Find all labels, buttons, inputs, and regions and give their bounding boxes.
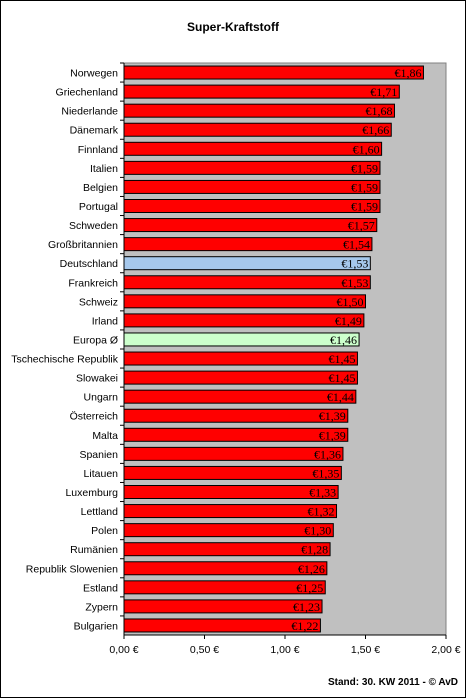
value-label: €1,60 [353,142,380,156]
value-label: €1,25 [296,581,323,595]
value-label: €1,44 [327,390,354,404]
bar [123,294,366,309]
bar [123,65,424,80]
value-label: €1,50 [337,295,364,309]
value-label: €1,39 [319,409,346,423]
value-label: €1,36 [314,447,341,461]
bar [123,351,358,366]
bar [123,465,342,480]
value-label: €1,45 [328,371,355,385]
category-label: Griechenland [56,87,119,99]
bar [123,580,326,595]
value-label: €1,22 [291,619,318,633]
value-label: €1,39 [319,428,346,442]
value-label: €1,54 [343,238,370,252]
bar [123,313,365,328]
category-label: Lettland [81,506,119,518]
category-label: Niederlande [61,106,118,118]
category-label: Rumänien [70,544,118,556]
category-label: Norwegen [70,68,118,80]
category-label: Litauen [84,468,119,480]
bar [123,504,338,519]
value-label: €1,49 [335,314,362,328]
bar [123,84,400,99]
category-label: Europa Ø [73,334,118,346]
bar [123,370,358,385]
category-label: Bulgarien [74,620,119,632]
category-label: Ungarn [84,392,119,404]
value-label: €1,59 [351,161,378,175]
bar [123,561,328,576]
category-label: Zypern [85,601,118,613]
category-label: Luxemburg [65,487,118,499]
value-label: €1,26 [298,562,325,576]
category-label: Finnland [78,144,118,156]
bar [123,542,331,557]
x-tick-label: 0,50 € [190,644,219,656]
bar [123,103,395,118]
value-label: €1,59 [351,200,378,214]
value-label: €1,32 [308,505,335,519]
bar [123,141,383,156]
bar [123,218,378,233]
category-label: Italien [90,163,118,175]
value-label: €1,59 [351,180,378,194]
value-label: €1,33 [309,486,336,500]
category-label: Spanien [79,449,118,461]
value-label: €1,30 [304,524,331,538]
bar [123,237,373,252]
plot-area [123,62,447,636]
value-label: €1,68 [365,104,392,118]
bar [123,332,360,347]
bar [123,256,371,271]
bar [123,179,381,194]
bar [123,485,339,499]
bar [123,199,381,213]
bar [123,160,381,175]
x-tick-label: 0,00 € [109,644,138,656]
bar [123,523,334,538]
x-tick-label: 1,50 € [351,644,380,656]
value-label: €1,53 [341,276,368,290]
category-label: Slowakei [76,373,118,385]
bar [123,389,357,404]
category-label: Belgien [83,182,118,194]
value-label: €1,28 [301,543,328,557]
value-label: €1,46 [330,333,357,347]
footer-note: Stand: 30. KW 2011 - © AvD [328,677,458,688]
value-label: €1,23 [293,600,320,614]
category-label: Deutschland [60,258,119,270]
bar [123,408,349,423]
category-label: Polen [91,525,118,537]
value-label: €1,57 [348,219,375,233]
bar [123,446,344,461]
category-label: Malta [92,430,118,442]
value-label: €1,71 [370,85,397,99]
category-label: Frankreich [68,277,118,289]
value-label: €1,45 [328,352,355,366]
value-label: €1,66 [362,123,389,137]
category-label: Republik Slowenien [26,563,118,575]
value-label: €1,35 [312,466,339,480]
chart-title: Super-Kraftstoff [187,20,279,34]
category-label: Tschechische Republik [11,354,119,366]
category-label: Schweiz [79,296,118,308]
category-label: Großbritannien [48,239,118,251]
category-label: Dänemark [70,125,119,137]
bar [123,275,371,290]
category-label: Schweden [69,220,118,232]
value-label: €1,86 [394,66,421,80]
x-tick-label: 2,00 € [431,644,460,656]
bar [123,122,392,137]
x-tick-label: 1,00 € [270,644,299,656]
category-label: Irland [92,315,118,327]
value-label: €1,53 [341,257,368,271]
category-label: Österreich [70,411,119,423]
bar [123,427,349,442]
category-label: Portugal [79,201,118,213]
category-label: Estland [83,582,118,594]
